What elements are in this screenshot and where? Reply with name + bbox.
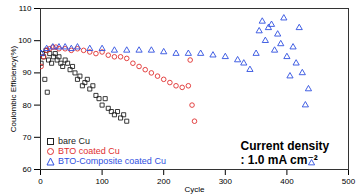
svg-text:0: 0 <box>38 177 43 186</box>
svg-text:100: 100 <box>18 36 32 45</box>
svg-text:100: 100 <box>95 177 109 186</box>
svg-text:70: 70 <box>23 133 32 142</box>
svg-text:400: 400 <box>280 177 294 186</box>
svg-text:80: 80 <box>23 101 32 110</box>
svg-text:300: 300 <box>219 177 233 186</box>
svg-text:90: 90 <box>23 68 32 77</box>
html-text:BTO-Composite coated Cu: BTO-Composite coated Cu <box>58 156 166 166</box>
svg-text:200: 200 <box>157 177 171 186</box>
svg-text:110: 110 <box>19 4 32 13</box>
svg-text:60: 60 <box>23 165 32 174</box>
svg-text:Cycle: Cycle <box>184 185 205 194</box>
svg-text:Coulombic Efficiency(%): Coulombic Efficiency(%) <box>9 45 18 132</box>
svg-text:500: 500 <box>342 177 356 186</box>
html-text:bare Cu: bare Cu <box>58 136 90 146</box>
svg-text:Current density: 1.0 mA cm⁻²: Current density: 1.0 mA cm⁻² <box>241 139 330 167</box>
html-text:BTO coated Cu: BTO coated Cu <box>58 146 120 156</box>
